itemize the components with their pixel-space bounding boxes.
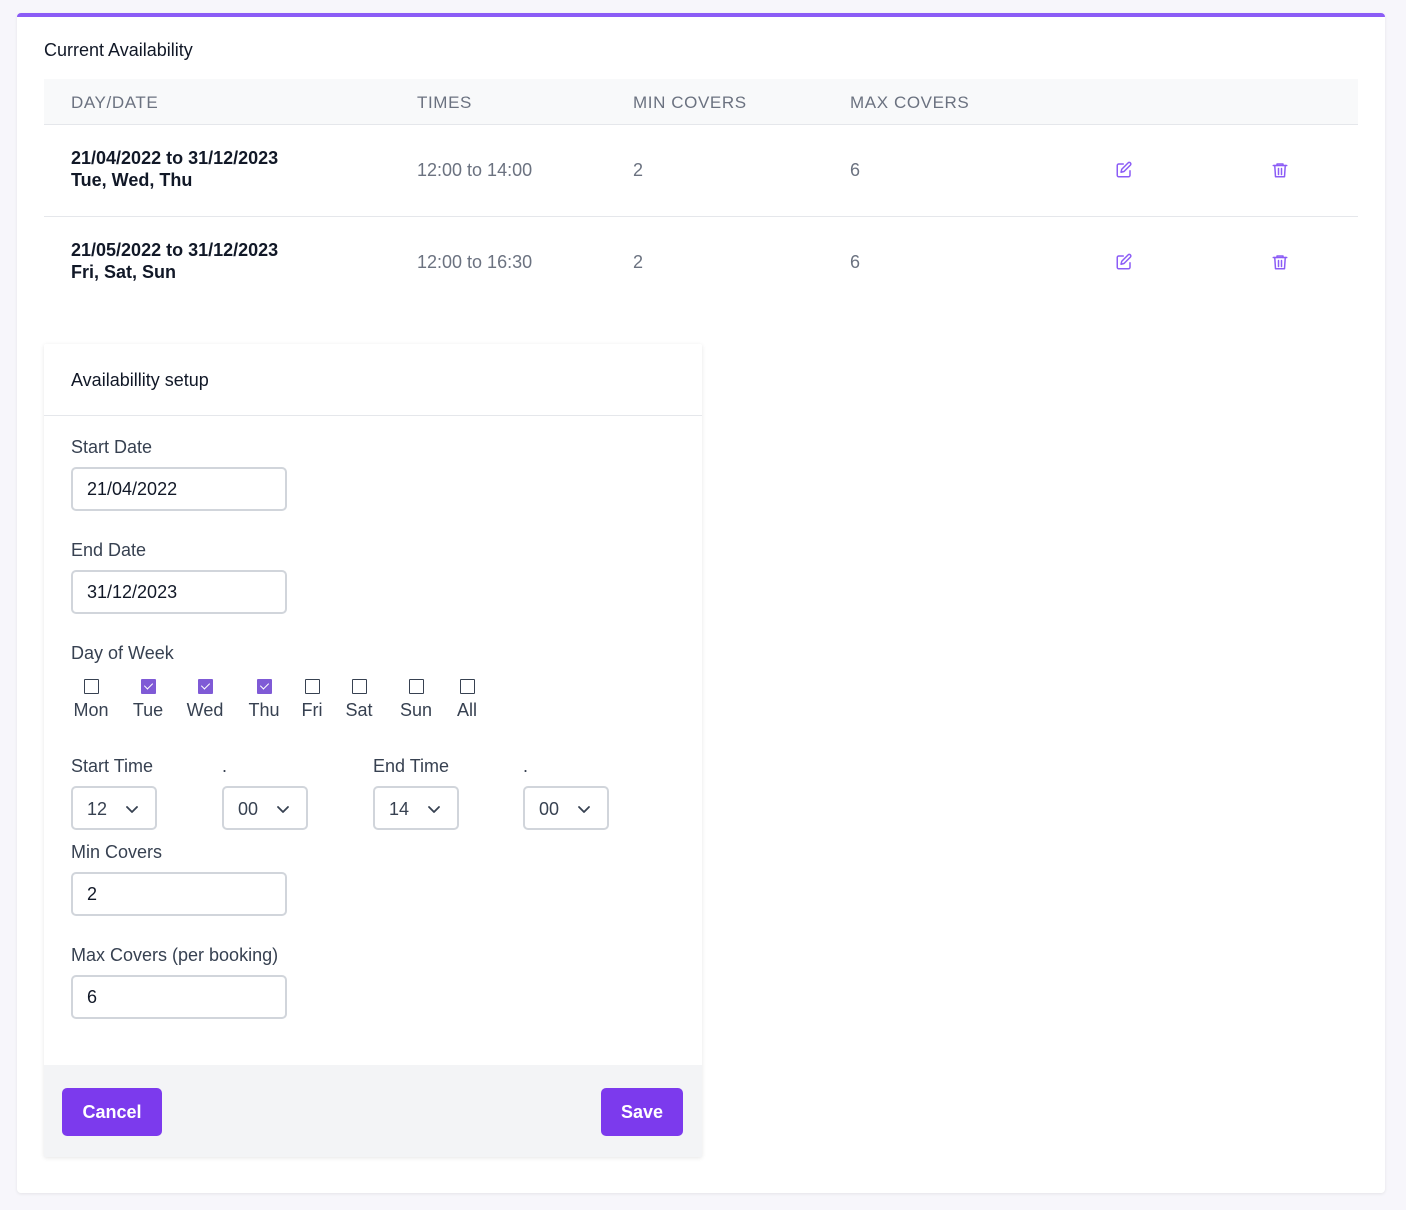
day-option-wed: Wed	[185, 679, 225, 721]
row-days: Tue, Wed, Thu	[71, 170, 193, 190]
row-date-cell: 21/04/2022 to 31/12/2023 Tue, Wed, Thu	[71, 147, 278, 191]
chevron-down-icon	[428, 806, 440, 813]
mon-checkbox[interactable]	[83, 679, 99, 694]
start-date-field[interactable]	[71, 467, 287, 511]
chevron-down-icon	[578, 806, 590, 813]
end-minute-label: .	[523, 756, 529, 776]
row-min-covers: 2	[633, 252, 644, 272]
column-header-min-covers: MIN COVERS	[633, 93, 747, 112]
column-header-day-date: DAY/DATE	[71, 93, 159, 112]
row-times: 12:00 to 14:00	[417, 160, 533, 180]
thu-checkbox[interactable]	[256, 679, 272, 694]
wed-checkbox[interactable]	[197, 679, 213, 694]
row-min-covers: 2	[633, 160, 644, 180]
table-row: 21/04/2022 to 31/12/2023 Tue, Wed, Thu 1…	[44, 125, 1358, 217]
max-covers-field[interactable]	[71, 975, 287, 1019]
fri-checkbox[interactable]	[304, 679, 320, 694]
wed-label: Wed	[186, 700, 224, 720]
row-times: 12:00 to 16:30	[417, 252, 533, 272]
setup-footer: Cancel Save	[44, 1065, 702, 1157]
day-option-sat: Sat	[344, 679, 374, 721]
min-covers-field[interactable]	[71, 872, 287, 916]
row-max-covers: 6	[850, 160, 861, 180]
row-date-cell: 21/05/2022 to 31/12/2023 Fri, Sat, Sun	[71, 239, 278, 283]
start-hour-select[interactable]: 12	[71, 786, 157, 830]
tue-label: Tue	[132, 700, 164, 720]
day-option-all: All	[456, 679, 478, 721]
table-row: 21/05/2022 to 31/12/2023 Fri, Sat, Sun 1…	[44, 217, 1358, 309]
trash-icon[interactable]	[1271, 161, 1289, 179]
mon-label: Mon	[73, 700, 109, 720]
tue-checkbox[interactable]	[140, 679, 156, 694]
chevron-down-icon	[126, 806, 138, 813]
row-days: Fri, Sat, Sun	[71, 262, 177, 282]
column-header-max-covers: MAX COVERS	[850, 93, 970, 112]
sun-label: Sun	[399, 700, 433, 720]
day-option-thu: Thu	[246, 679, 282, 721]
end-hour-select[interactable]: 14	[373, 786, 459, 830]
end-minute-select[interactable]: 00	[523, 786, 609, 830]
end-minute-value: 00	[539, 799, 560, 819]
column-header-times: TIMES	[417, 93, 472, 112]
all-checkbox[interactable]	[459, 679, 475, 694]
sun-checkbox[interactable]	[408, 679, 424, 694]
min-covers-label: Min Covers	[71, 842, 163, 862]
cancel-button[interactable]: Cancel	[62, 1088, 162, 1136]
fri-label: Fri	[301, 700, 323, 720]
day-option-sun: Sun	[398, 679, 434, 721]
start-minute-value: 00	[238, 799, 259, 819]
row-date-range: 21/05/2022 to 31/12/2023	[71, 240, 279, 260]
end-date-field[interactable]	[71, 570, 287, 614]
thu-label: Thu	[248, 700, 280, 720]
availability-card: Current Availability DAY/DATE TIMES MIN …	[17, 13, 1385, 1193]
start-minute-select[interactable]: 00	[222, 786, 308, 830]
row-date-range: 21/04/2022 to 31/12/2023	[71, 148, 279, 168]
edit-icon[interactable]	[1115, 161, 1133, 179]
day-option-fri: Fri	[301, 679, 323, 721]
setup-header: Availabillity setup	[44, 344, 702, 416]
end-hour-value: 14	[389, 799, 410, 819]
start-minute-label: .	[222, 756, 228, 776]
setup-title: Availabillity setup	[71, 370, 209, 390]
page-title: Current Availability	[44, 40, 193, 60]
end-date-label: End Date	[71, 540, 147, 560]
start-date-label: Start Date	[71, 437, 153, 457]
row-max-covers: 6	[850, 252, 861, 272]
sat-checkbox[interactable]	[351, 679, 367, 694]
day-of-week-label: Day of Week	[71, 643, 174, 663]
day-option-mon: Mon	[71, 679, 111, 721]
max-covers-label: Max Covers (per booking)	[71, 945, 279, 965]
trash-icon[interactable]	[1271, 253, 1289, 271]
availability-setup-panel: Availabillity setup Start Date End Date …	[44, 344, 702, 1157]
chevron-down-icon	[277, 806, 289, 813]
availability-table: DAY/DATE TIMES MIN COVERS MAX COVERS 21/…	[44, 79, 1358, 309]
start-time-label: Start Time	[71, 756, 154, 776]
edit-icon[interactable]	[1115, 253, 1133, 271]
end-time-label: End Time	[373, 756, 450, 776]
table-header: DAY/DATE TIMES MIN COVERS MAX COVERS	[44, 79, 1358, 125]
start-hour-value: 12	[87, 799, 108, 819]
all-label: All	[456, 700, 477, 720]
day-option-tue: Tue	[130, 679, 166, 721]
sat-label: Sat	[345, 700, 373, 720]
save-button[interactable]: Save	[601, 1088, 683, 1136]
